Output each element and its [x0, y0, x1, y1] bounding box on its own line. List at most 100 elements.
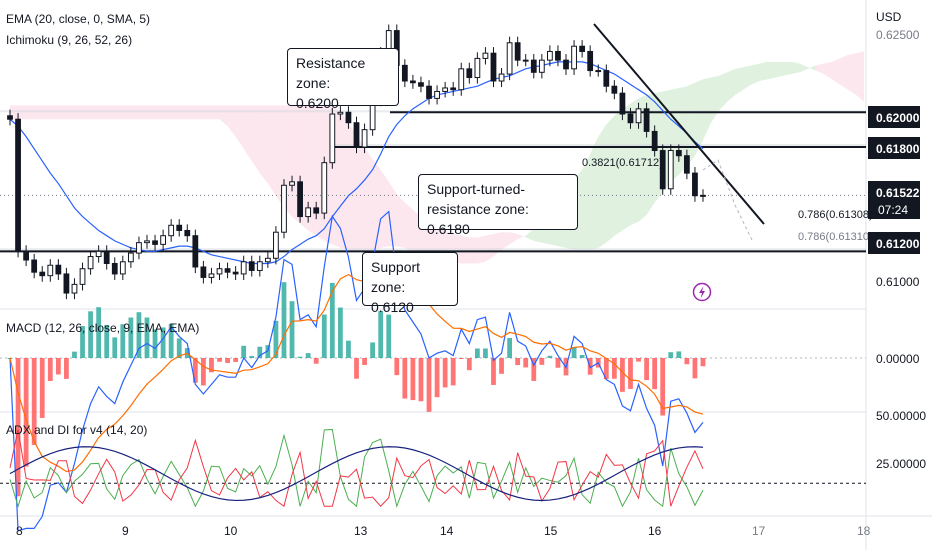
cloud-segment [485, 233, 494, 262]
cloud-segment [34, 105, 43, 120]
price-tag-text: 0.62000 [876, 111, 920, 125]
candle-body [256, 261, 263, 271]
macd-histogram-bar [676, 351, 682, 358]
candle-body [619, 92, 626, 115]
candle-body [240, 261, 247, 275]
candles[interactable] [7, 24, 706, 300]
macd-histogram-bar [104, 325, 110, 358]
resistance-zone-callout[interactable]: Resistance zone: 0.6200 [287, 48, 399, 111]
macd-histogram-bar [168, 323, 174, 358]
cloud-segment [606, 115, 615, 243]
cloud-segment [18, 105, 27, 120]
cloud-segment [388, 181, 397, 247]
currency-label: USD [876, 10, 902, 24]
candle-body [321, 162, 328, 214]
macd-histogram-bar [192, 358, 198, 383]
candle-body [297, 181, 303, 218]
macd-histogram-bar [434, 358, 440, 398]
time-axis[interactable]: 8 9 10 13 14 15 16 17 18 [16, 524, 871, 538]
support-turned-resistance-callout[interactable]: Support-turned- resistance zone: 0.6180 [418, 174, 578, 237]
trendline[interactable] [593, 23, 765, 241]
y-tick-label: 0.62500 [876, 28, 920, 42]
callout-line: Support-turned- [427, 181, 526, 197]
macd-histogram-bar [321, 314, 327, 358]
cloud-segment [114, 105, 123, 120]
cloud-segment [372, 159, 381, 250]
macd-pane [0, 210, 866, 532]
candle-body [418, 82, 424, 87]
ema-legend[interactable]: EMA (20, close, 0, SMA, 5) [6, 12, 151, 26]
candle-body [579, 45, 586, 52]
projection-path [702, 159, 753, 241]
macd-histogram-bar [450, 358, 456, 386]
macd-histogram-bar [305, 353, 311, 358]
candle-body [337, 111, 344, 115]
candle-body [627, 113, 634, 124]
candle-body [514, 42, 521, 61]
cloud-segment [703, 77, 712, 141]
fib-label-382: 0.3821(0.61712) [582, 157, 663, 169]
macd-histogram-bar [362, 358, 367, 365]
candle-body [683, 155, 690, 174]
cloud-segment [348, 122, 357, 252]
cloud-segment [42, 105, 51, 120]
candle-body [152, 240, 158, 245]
macd-histogram-bar [217, 358, 222, 362]
candle-body [603, 70, 610, 87]
cloud-segment [364, 147, 373, 252]
candle-body [659, 150, 666, 190]
macd-legend[interactable]: MACD (12, 26, close, 9, EMA, EMA) [6, 321, 200, 335]
cloud-segment [743, 65, 752, 90]
x-tick-label: 15 [544, 524, 558, 538]
cloud-segment [82, 105, 91, 120]
candle-body [571, 45, 577, 70]
cloud-segment [211, 105, 220, 120]
x-tick-label: 9 [122, 524, 129, 538]
cloud-segment [396, 193, 405, 248]
macd-histogram-bar [547, 355, 553, 358]
price-tag-text: 0.61200 [876, 237, 920, 251]
callout-line: Resistance zone: [296, 55, 366, 91]
support-zone-callout[interactable]: Support zone: 0.6120 [362, 252, 458, 315]
callout-line: resistance zone: 0.6180 [427, 201, 529, 237]
bar-countdown: 07:24 [878, 203, 908, 217]
candle-body [232, 271, 239, 275]
macd-histogram-bar [507, 338, 512, 358]
macd-histogram-bar [386, 314, 392, 358]
candle-body [522, 59, 529, 62]
cloud-segment [171, 105, 180, 120]
candle-body [103, 250, 110, 264]
lightning-icon[interactable] [692, 282, 712, 302]
macd-histogram-bar [209, 358, 214, 373]
macd-histogram-bar [700, 358, 706, 367]
cloud-segment [831, 58, 840, 85]
cloud-segment [130, 105, 139, 120]
cloud-segment [735, 67, 744, 95]
candle-body [700, 194, 706, 197]
cloud-segment [138, 105, 147, 120]
macd-histogram-bar [539, 358, 545, 365]
price-tag-0.62000 [868, 106, 920, 128]
candle-body [144, 240, 150, 244]
candle-body [434, 90, 440, 99]
candle-body [345, 111, 352, 124]
cloud-segment [839, 54, 849, 90]
ichimoku-legend[interactable]: Ichimoku (9, 26, 52, 26) [6, 33, 133, 47]
cloud-segment [590, 136, 599, 250]
cloud-segment [751, 63, 760, 85]
cloud-segment [711, 75, 720, 123]
cloud-segment [630, 98, 639, 226]
cloud-segment [598, 124, 607, 248]
candle-body [31, 259, 38, 273]
price-tag-text: 0.61800 [876, 142, 920, 156]
x-tick-label: 10 [224, 524, 238, 538]
candle-body [47, 264, 54, 277]
price-axis[interactable]: USD 0.62500 0.61000 0.62000 0.61800 0.61… [868, 10, 920, 289]
candle-body [216, 268, 223, 275]
macd-histogram-bar [152, 329, 158, 358]
di-plus-line [9, 428, 704, 508]
macd-histogram-bar [571, 346, 577, 358]
adx-legend[interactable]: ADX and DI for v4 (14, 20) [6, 423, 148, 437]
candle-body [15, 118, 21, 252]
